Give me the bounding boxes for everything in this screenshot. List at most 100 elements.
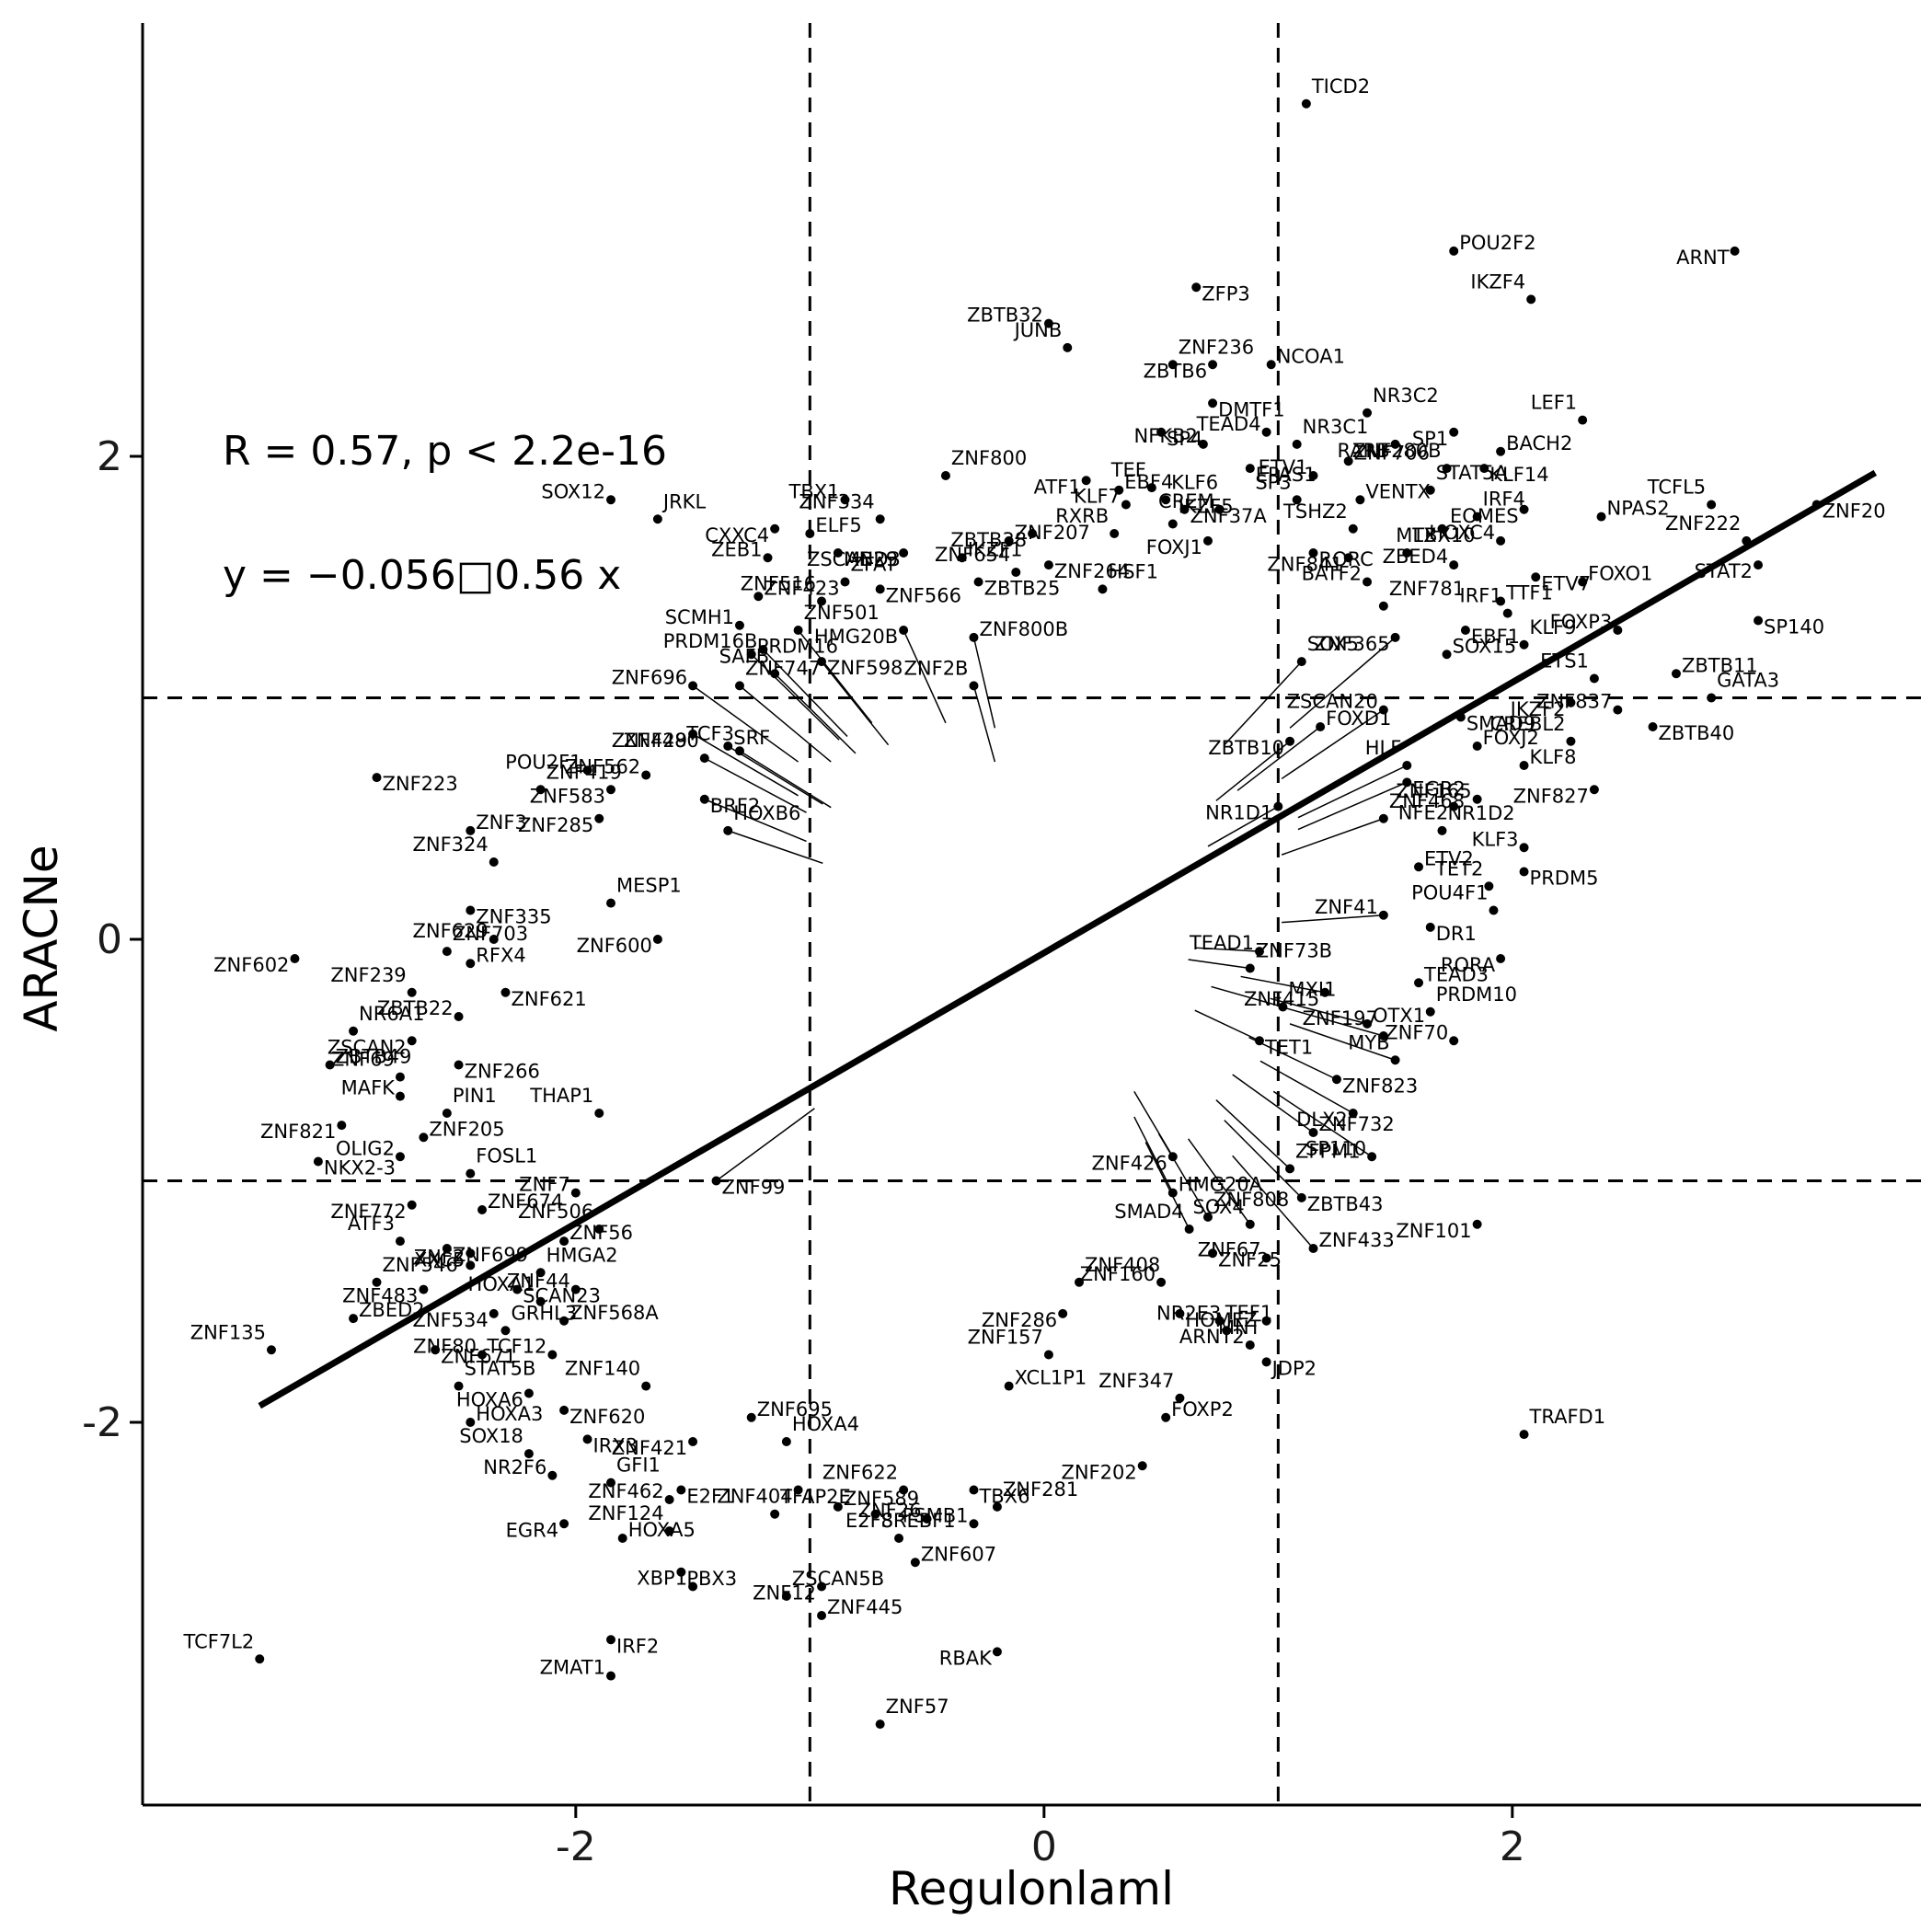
data-point: [1292, 495, 1302, 505]
point-label: ZNF841: [1267, 553, 1342, 575]
point-label: RBAK: [939, 1647, 993, 1669]
point-label: SOX18: [459, 1425, 523, 1447]
data-point: [559, 1316, 569, 1326]
point-label: ZNF56: [569, 1222, 633, 1244]
point-label: ZNF622: [822, 1462, 898, 1484]
data-point: [1390, 439, 1400, 449]
point-label: ZBTB49: [336, 1046, 412, 1068]
data-point: [617, 1534, 627, 1543]
data-point: [957, 553, 967, 563]
data-point: [466, 1260, 476, 1271]
point-label: IKZF4: [1470, 270, 1525, 293]
point-label: RARB: [1337, 440, 1389, 462]
point-label: CREM: [1158, 490, 1214, 512]
data-point: [1261, 1253, 1271, 1263]
data-point: [1648, 722, 1658, 731]
point-label: KLF14: [1489, 464, 1548, 486]
point-label: HMGA2: [546, 1244, 618, 1266]
data-point: [1301, 98, 1311, 109]
label-leader-line: [692, 684, 799, 763]
point-label: IRF4: [1483, 489, 1525, 511]
label-leader-line: [1232, 1074, 1314, 1133]
data-point: [1316, 722, 1326, 731]
point-label: ZNF516: [741, 573, 816, 595]
data-point: [1519, 761, 1529, 770]
data-point: [1137, 1461, 1147, 1471]
point-label: ZNF429: [612, 730, 687, 752]
data-point: [758, 645, 768, 654]
point-label: ARNT2: [1179, 1326, 1245, 1348]
label-leader-line: [1240, 975, 1326, 994]
point-label: ZNF781: [1389, 578, 1465, 600]
point-label: ZNF583: [530, 785, 605, 807]
label-leader-line: [1297, 781, 1408, 831]
label-leader-line: [692, 733, 799, 797]
data-point: [582, 765, 592, 776]
data-point: [1502, 608, 1512, 618]
data-point: [922, 1514, 932, 1524]
point-label: TEF: [1110, 459, 1146, 481]
data-point: [1296, 1192, 1306, 1202]
data-point: [606, 495, 615, 505]
point-label: NR1D2: [1447, 802, 1514, 824]
data-point: [1519, 843, 1529, 853]
data-point: [395, 1091, 405, 1101]
point-label: TCF3: [685, 722, 734, 744]
data-point: [1191, 282, 1202, 293]
point-label: ZNF264: [1054, 560, 1130, 582]
data-point: [1184, 1225, 1194, 1234]
point-label: ZNF421: [612, 1437, 687, 1459]
data-point: [840, 495, 850, 505]
label-leader-line: [1282, 914, 1384, 924]
label-leader-line: [774, 673, 857, 754]
point-label: ETV2: [1424, 847, 1474, 869]
data-point: [1730, 246, 1740, 256]
point-label: ZBTB38: [950, 529, 1027, 551]
data-point: [523, 1388, 534, 1398]
point-label: MNT: [1218, 1317, 1261, 1339]
point-label: NCOA1: [1277, 345, 1345, 367]
data-point: [594, 813, 604, 823]
data-point: [523, 1449, 534, 1459]
point-label: ZSCAN20: [1287, 691, 1378, 713]
point-label: NKX2-3: [324, 1157, 396, 1179]
data-point: [1363, 1018, 1373, 1029]
data-point: [372, 773, 382, 783]
data-point: [969, 1485, 979, 1495]
point-label: ZNF222: [1665, 512, 1741, 535]
point-label: E2F1: [686, 1486, 734, 1508]
data-point: [1378, 601, 1388, 611]
point-label: ZNF160: [1080, 1263, 1156, 1285]
label-leader-line: [1207, 805, 1279, 847]
correlation-annotation: R = 0.57, p < 2.2e-16: [223, 428, 667, 475]
point-label: MBD3: [844, 548, 901, 570]
data-point: [781, 1437, 791, 1446]
data-point: [1245, 1219, 1255, 1229]
data-point: [454, 1381, 464, 1391]
point-label: FOXP2: [1171, 1398, 1234, 1420]
data-point: [992, 1501, 1002, 1512]
data-point: [1519, 1430, 1529, 1440]
point-label: NPAS2: [1607, 498, 1670, 520]
data-point: [559, 1236, 569, 1247]
data-point: [1308, 548, 1318, 558]
point-label: ZNF602: [213, 954, 289, 976]
point-label: ZBTB6: [1144, 360, 1207, 382]
label-leader-line: [704, 799, 807, 843]
point-label: ZNF468: [1389, 790, 1465, 812]
point-label: ZNF280B: [1352, 440, 1442, 462]
data-point: [1261, 427, 1271, 437]
point-label: ZNF239: [330, 964, 406, 986]
data-point: [606, 785, 615, 795]
point-label: VENTX: [1365, 480, 1431, 502]
point-label: BATF2: [1302, 563, 1362, 585]
label-leader-line: [1248, 1036, 1338, 1080]
data-point: [1378, 910, 1388, 920]
point-label: ZNF462: [588, 1480, 663, 1502]
data-point: [1596, 512, 1606, 522]
point-label: ZBTB40: [1659, 722, 1735, 744]
data-point: [1343, 456, 1353, 466]
data-point: [875, 1719, 885, 1730]
data-point: [805, 529, 815, 538]
data-point: [1531, 572, 1541, 582]
